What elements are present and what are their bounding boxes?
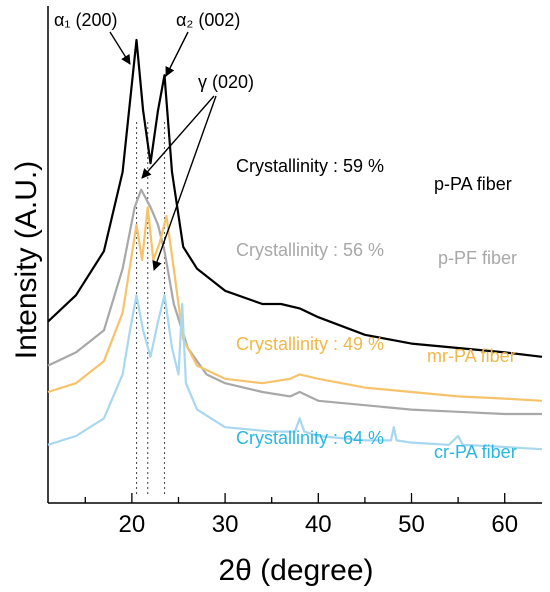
peak-label-alpha2: α₂ (002) [176, 10, 240, 30]
series-label-cr-pa: cr-PA fiber [434, 442, 517, 462]
series-line-cr-pa-fiber [47, 294, 543, 451]
x-tick-label: 50 [398, 511, 425, 538]
crystallinity-label-cr-pa: Crystallinity : 64 % [236, 428, 384, 448]
series-label-mr-pa: mr-PA fiber [427, 346, 516, 366]
crystallinity-label-p-pf: Crystallinity : 56 % [236, 240, 384, 260]
reference-lines [135, 122, 166, 496]
x-tick-label: 20 [119, 511, 146, 538]
peak-label-gamma: γ (020) [198, 72, 254, 92]
x-tick-label: 40 [305, 511, 332, 538]
peak-label-alpha1: α₁ (200) [54, 10, 118, 30]
x-axis-title: 2θ (degree) [218, 554, 373, 587]
arrow-gamma-2 [152, 95, 217, 271]
crystallinity-label-mr-pa: Crystallinity : 49 % [236, 334, 384, 354]
series-label-p-pa: p-PA fiber [434, 174, 512, 194]
y-axis-title: Intensity (A.U.) [10, 161, 43, 359]
series-line-p-pa-fiber [47, 38, 543, 358]
arrow-alpha1 [109, 31, 131, 65]
series-line-p-pf-fiber [47, 188, 542, 416]
series-label-p-pf: p-PF fiber [438, 248, 517, 268]
arrow-gamma-1 [141, 95, 215, 179]
arrow-alpha2 [165, 31, 189, 77]
x-ticks: 20 30 40 50 60 [84, 493, 518, 538]
crystallinity-label-p-pa: Crystallinity : 59 % [236, 156, 384, 176]
series-group [47, 38, 543, 451]
x-tick-label: 60 [491, 511, 518, 538]
x-tick-label: 30 [212, 511, 239, 538]
